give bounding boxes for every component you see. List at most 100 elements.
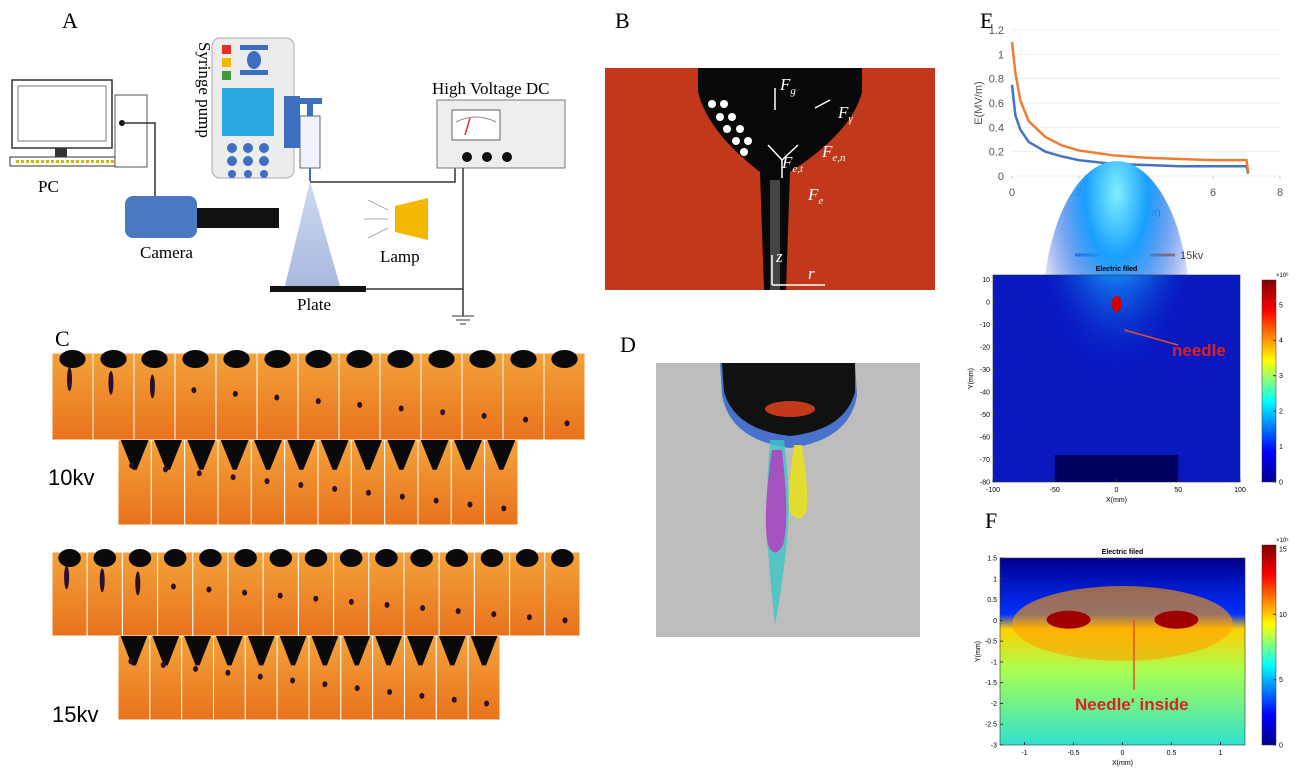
drop (199, 549, 222, 567)
label: Syringe pump (195, 42, 214, 138)
force-image: Fg Fγ Fe,n Fe,t Fe z r (605, 68, 935, 290)
drop (375, 549, 398, 567)
droplet (161, 662, 166, 668)
panel-label: B (615, 8, 630, 33)
figure: A B C D E F PC Syringe pump Camera High … (0, 0, 1304, 773)
droplet (278, 593, 283, 599)
droplet (563, 617, 568, 623)
label: Camera (140, 243, 193, 262)
annotation: needle (1172, 341, 1226, 360)
x-tick-label: 1 (1219, 750, 1223, 757)
colorbar-tick-label: 0 (1279, 743, 1283, 750)
y-tick-label: -10 (980, 322, 990, 329)
y-tick-label: -60 (980, 435, 990, 442)
drop (551, 350, 577, 368)
plate (1055, 455, 1179, 482)
drop (59, 350, 85, 368)
x-tick-label: -1 (1021, 750, 1027, 757)
y-tick-label: -40 (980, 390, 990, 397)
drop-overlay-image (656, 363, 920, 637)
droplet (456, 608, 461, 614)
chart-title: Electric filed (1102, 549, 1144, 556)
drop (223, 350, 249, 368)
panel-label: C (55, 326, 70, 351)
droplet (400, 494, 405, 500)
x-tick-label: 0 (1115, 487, 1119, 494)
series-label: 15kv (52, 702, 98, 727)
y-tick-label: 0.6 (989, 98, 1004, 110)
y-tick-label: 0.5 (987, 597, 997, 604)
drop (182, 350, 208, 368)
drop (305, 350, 331, 368)
drop (481, 549, 504, 567)
y-tick-label: -1 (991, 659, 997, 666)
label: PC (38, 177, 59, 196)
y-tick-label: -20 (980, 345, 990, 352)
y-tick-label: -1.5 (985, 680, 997, 687)
droplet (313, 596, 318, 602)
droplet (274, 395, 279, 401)
droplet (385, 602, 390, 608)
x-axis-label: X(mm) (1106, 497, 1127, 504)
x-tick-label: 100 (1234, 487, 1246, 494)
y-tick-label: 1 (993, 576, 997, 583)
droplet (298, 482, 303, 488)
drop (346, 350, 372, 368)
y-tick-label: 1.2 (989, 25, 1004, 37)
droplet (64, 565, 69, 589)
x-axis-label: X(mm) (1112, 760, 1133, 767)
droplet (357, 402, 362, 408)
drop (234, 549, 257, 567)
schematic: PC Syringe pump Camera High Voltage DC L… (10, 38, 565, 324)
droplet (290, 677, 295, 683)
colorbar-tick-label: 5 (1279, 302, 1283, 309)
x-tick-label: -0.5 (1067, 750, 1079, 757)
droplet (128, 658, 133, 664)
field-glow (1042, 161, 1190, 472)
droplet (349, 599, 354, 605)
droplet (434, 498, 439, 504)
droplet (482, 413, 487, 419)
droplet (419, 693, 424, 699)
y-tick-label: -50 (980, 412, 990, 419)
droplet (484, 701, 489, 707)
colorbar-tick-label: 1 (1279, 444, 1283, 451)
y-tick-label: 0.2 (989, 147, 1004, 159)
drop (446, 549, 469, 567)
x-tick-label: -100 (986, 487, 1000, 494)
colorbar (1262, 280, 1276, 482)
drop (428, 350, 454, 368)
y-tick-label: -30 (980, 367, 990, 374)
drop (100, 350, 126, 368)
x-tick-label: 50 (1174, 487, 1182, 494)
x-tick-label: 0 (1009, 187, 1015, 199)
droplet (207, 587, 212, 593)
drop (551, 549, 574, 567)
droplet (355, 685, 360, 691)
x-tick-label: 6 (1210, 187, 1216, 199)
panel-label: A (62, 8, 78, 33)
droplet (265, 478, 270, 484)
x-tick-label: 0 (1121, 750, 1125, 757)
droplet (452, 697, 457, 703)
droplet (150, 374, 155, 398)
y-tick-label: -80 (980, 480, 990, 487)
drop (264, 350, 290, 368)
panel-label: D (620, 332, 636, 357)
droplet (191, 387, 196, 393)
y-tick-label: 0.8 (989, 74, 1004, 86)
hot-spot (1154, 611, 1198, 629)
drop (340, 549, 363, 567)
chart-title: Electric filed (1096, 266, 1138, 273)
droplet (258, 674, 263, 680)
droplet (322, 681, 327, 687)
drop (387, 350, 413, 368)
droplet (67, 367, 72, 391)
annotation: Needle' inside (1075, 695, 1189, 714)
colorbar (1262, 545, 1276, 745)
colorbar-label: ×10⁶ (1276, 272, 1289, 279)
drop (141, 350, 167, 368)
colorbar-label: ×10⁵ (1276, 537, 1289, 544)
drop (94, 549, 117, 567)
y-axis-label: Y(mm) (968, 368, 975, 389)
